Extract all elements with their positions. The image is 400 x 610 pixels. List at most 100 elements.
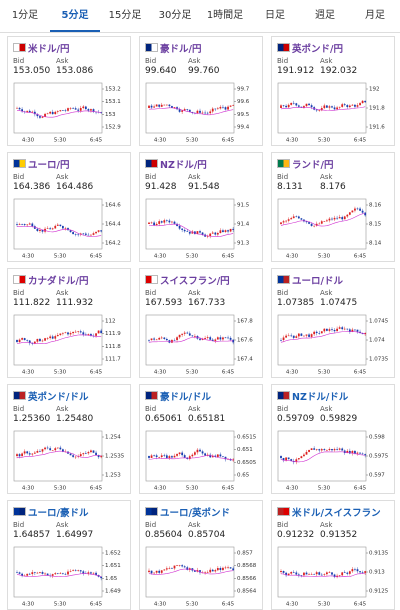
candle-body bbox=[95, 333, 97, 336]
tab[interactable]: 月足 bbox=[365, 10, 385, 21]
candle-body bbox=[224, 107, 227, 110]
candle-body bbox=[67, 571, 69, 575]
candle-body bbox=[74, 570, 77, 571]
flag bbox=[145, 391, 158, 400]
tab[interactable]: 週足 bbox=[315, 10, 335, 21]
moving-average bbox=[280, 573, 366, 578]
x-tick-label: 4:30 bbox=[286, 138, 299, 144]
candle-body bbox=[305, 334, 308, 336]
candle-body bbox=[201, 112, 204, 114]
candle-body bbox=[216, 108, 219, 110]
candle-body bbox=[348, 105, 351, 108]
bid-value: 191.912 bbox=[277, 66, 315, 76]
candle-body bbox=[165, 568, 168, 570]
pair-title[interactable]: ユーロ/豪ドル bbox=[28, 508, 89, 519]
flag bbox=[145, 275, 158, 284]
x-tick-label: 4:30 bbox=[286, 486, 299, 492]
candle-body bbox=[186, 231, 189, 232]
candle-body bbox=[282, 105, 285, 106]
pair-title[interactable]: カナダドル/円 bbox=[28, 276, 89, 287]
candle-body bbox=[331, 218, 333, 220]
candle-body bbox=[87, 572, 90, 574]
candle-body bbox=[196, 449, 199, 453]
pair-title[interactable]: 米ドル/スイスフラン bbox=[292, 508, 381, 519]
pair-title[interactable]: ユーロ/ドル bbox=[292, 276, 343, 287]
candle-body bbox=[171, 568, 173, 569]
tab[interactable]: 1分足 bbox=[11, 10, 39, 21]
candle-body bbox=[49, 111, 52, 114]
candle-body bbox=[44, 573, 46, 575]
candle-body bbox=[341, 217, 344, 220]
candle-body bbox=[290, 102, 293, 105]
pair-title[interactable]: ユーロ/英ポンド bbox=[160, 508, 230, 519]
candle-body bbox=[153, 572, 155, 574]
pair-title[interactable]: ユーロ/円 bbox=[28, 160, 70, 171]
candle-body bbox=[64, 573, 67, 575]
candle-body bbox=[21, 223, 23, 225]
candle-body bbox=[282, 337, 285, 341]
pair-title[interactable]: 豪ドル/ドル bbox=[160, 392, 211, 403]
tab[interactable]: 15分足 bbox=[108, 10, 142, 21]
x-tick-label: 5:30 bbox=[318, 602, 331, 608]
candle-body bbox=[320, 449, 323, 451]
candle-body bbox=[346, 328, 349, 330]
candle-body bbox=[150, 338, 153, 341]
candle-body bbox=[18, 107, 21, 110]
candle-body bbox=[315, 572, 318, 575]
candle-body bbox=[62, 332, 64, 334]
tab[interactable]: 5分足 bbox=[50, 0, 100, 32]
candle-body bbox=[204, 572, 206, 574]
candle-body bbox=[77, 234, 80, 236]
candle-body bbox=[69, 333, 72, 335]
candle-body bbox=[18, 339, 21, 342]
tab[interactable]: 30分足 bbox=[158, 10, 192, 21]
pair-title[interactable]: 豪ドル/円 bbox=[160, 44, 202, 55]
candle-body bbox=[292, 572, 295, 573]
candle-body bbox=[310, 105, 313, 108]
candle-body bbox=[204, 112, 206, 114]
bid-label: Bid bbox=[277, 405, 289, 413]
tab[interactable]: 日足 bbox=[265, 10, 285, 21]
pair-title[interactable]: 米ドル/円 bbox=[28, 44, 70, 55]
candle-body bbox=[176, 337, 178, 341]
pair-title[interactable]: 英ポンド/円 bbox=[292, 44, 343, 55]
pair-title[interactable]: 英ポンド/ドル bbox=[28, 392, 89, 403]
pair-title[interactable]: ランド/円 bbox=[292, 160, 334, 171]
ask-value: 167.733 bbox=[188, 298, 226, 308]
candle-body bbox=[341, 104, 344, 107]
candle-body bbox=[224, 337, 227, 339]
flag bbox=[13, 391, 26, 400]
candle-body bbox=[33, 111, 36, 115]
x-tick-label: 4:30 bbox=[154, 254, 167, 260]
candle-body bbox=[67, 228, 69, 231]
rate-card: 英ポンド/ドル Bid Ask 1.25360 1.25480 1.254 1.2535 1.… bbox=[7, 384, 131, 494]
moving-average bbox=[16, 109, 102, 118]
pair-title[interactable]: NZドル/ドル bbox=[292, 392, 349, 403]
candle-body bbox=[318, 572, 321, 575]
y-tick-label: 152.9 bbox=[105, 125, 121, 131]
tab[interactable]: 1時間足 bbox=[206, 10, 244, 21]
candle-body bbox=[74, 331, 77, 333]
pair-title[interactable]: スイスフラン/円 bbox=[160, 276, 230, 287]
candle-body bbox=[211, 232, 214, 234]
pair-title[interactable]: NZドル/円 bbox=[160, 160, 207, 171]
y-tick-label: 1.649 bbox=[105, 589, 121, 595]
chart-frame bbox=[145, 82, 235, 134]
bid-value: 1.07385 bbox=[277, 298, 315, 308]
candle-body bbox=[84, 106, 87, 110]
y-tick-label: 1.254 bbox=[105, 435, 121, 441]
mini-chart: 164.6 164.4 164.2 4:30 5:30 6:45 bbox=[13, 198, 121, 260]
mini-chart: 112 111.9 111.8 111.7 4:30 5:30 6:45 bbox=[13, 314, 121, 376]
y-tick-label: 167.8 bbox=[237, 319, 253, 325]
y-tick-label: 91.4 bbox=[237, 222, 250, 228]
candle-body bbox=[36, 338, 39, 342]
x-tick-label: 6:45 bbox=[90, 138, 103, 144]
candle-body bbox=[183, 229, 186, 232]
candle-body bbox=[59, 110, 62, 112]
y-tick-label: 1.074 bbox=[369, 338, 385, 344]
candle-body bbox=[315, 331, 318, 334]
candle-body bbox=[62, 573, 64, 574]
candle-body bbox=[338, 327, 341, 329]
candle-body bbox=[64, 110, 67, 112]
candle-body bbox=[158, 570, 161, 573]
